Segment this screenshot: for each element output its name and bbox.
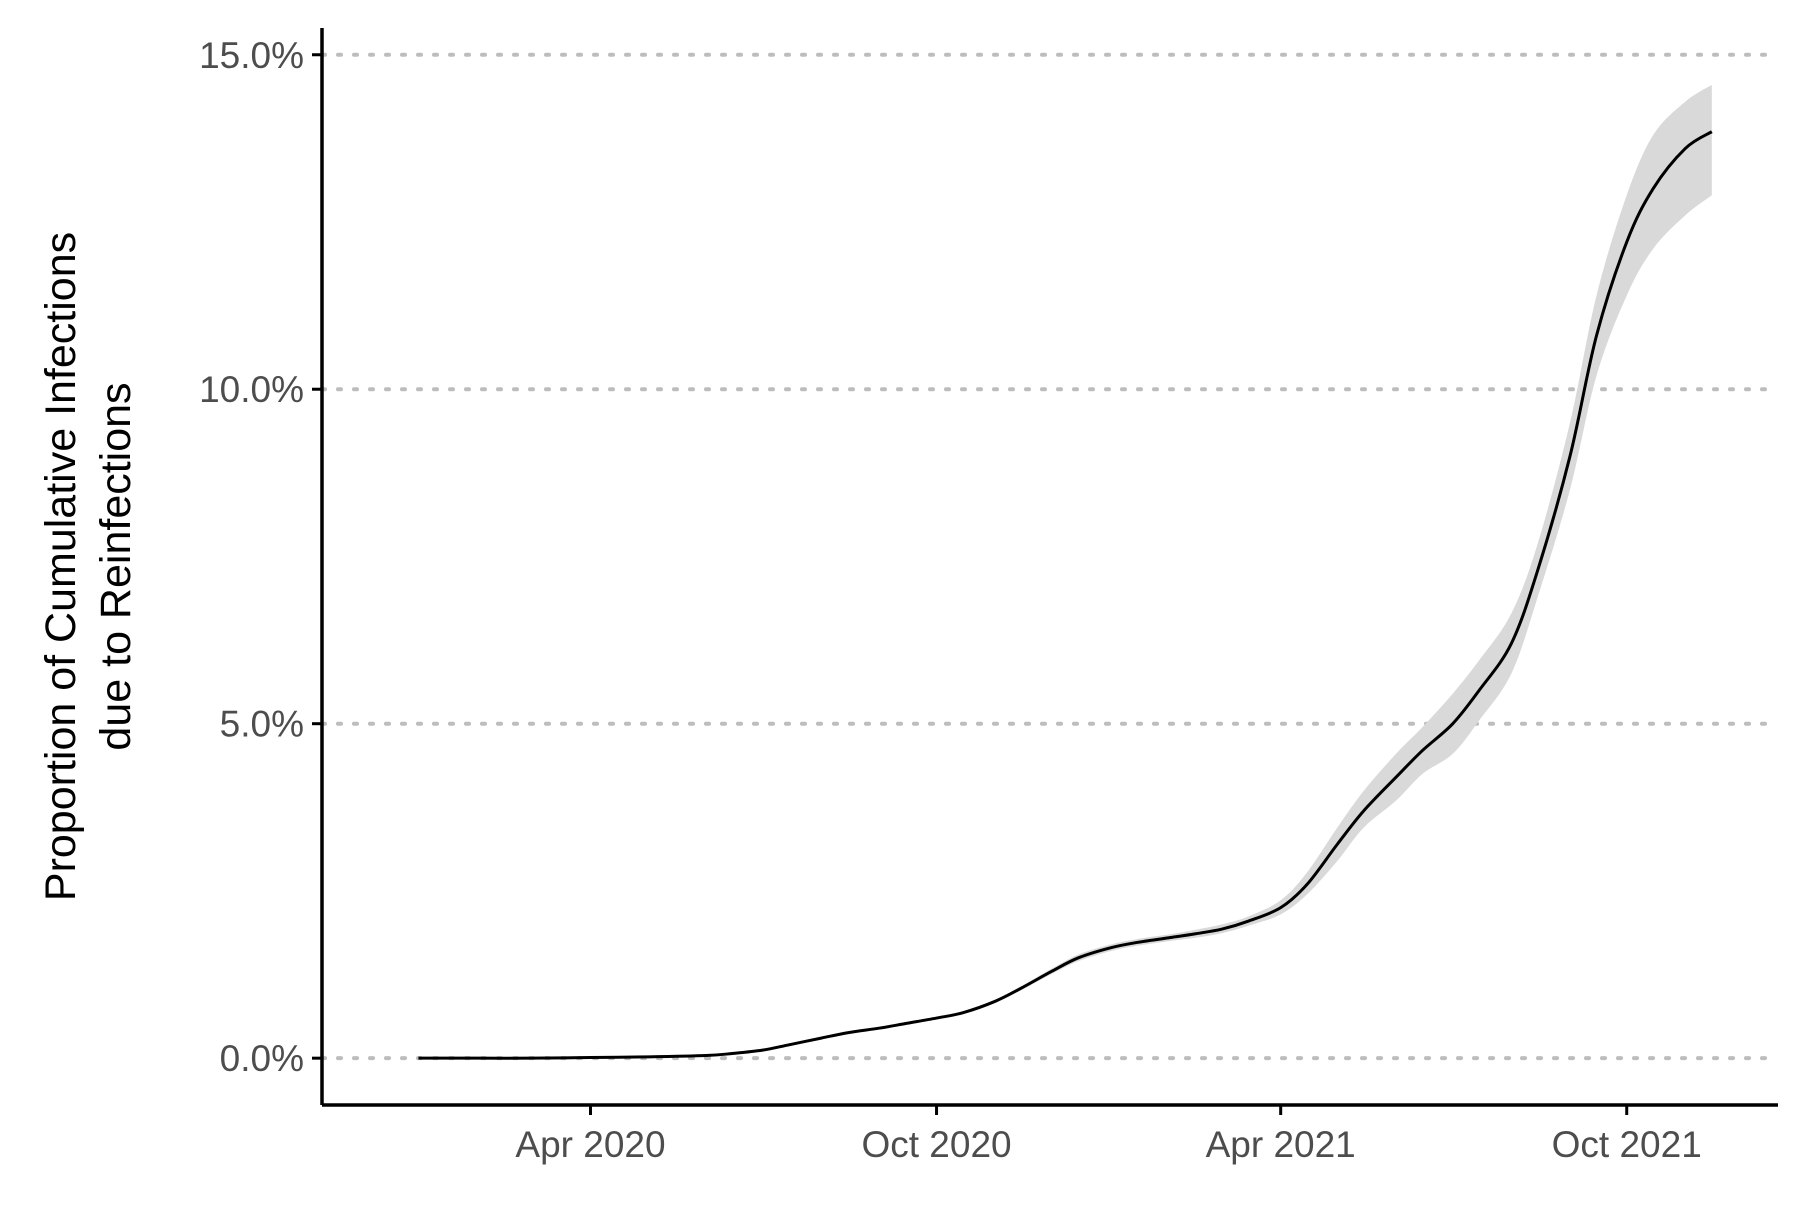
- y-axis-title-line-1: Proportion of Cumulative Infections: [37, 232, 85, 901]
- y-tick-label: 5.0%: [220, 704, 304, 745]
- x-tick-label: Apr 2020: [515, 1124, 665, 1165]
- x-tick-label: Oct 2021: [1552, 1124, 1702, 1165]
- series-line-group: [418, 130, 1713, 1060]
- confidence-band-group: [418, 84, 1712, 1059]
- confidence-band: [418, 84, 1712, 1059]
- x-tick-label: Oct 2020: [861, 1124, 1011, 1165]
- x-tick-label: Apr 2021: [1206, 1124, 1356, 1165]
- y-axis-title-line-2: due to Reinfections: [92, 382, 140, 750]
- y-tick-label: 0.0%: [220, 1038, 304, 1079]
- y-tick-label: 10.0%: [199, 369, 304, 410]
- tick-labels: 0.0% 5.0% 10.0% 15.0% Apr 2020 Oct 2020 Apr 20…: [199, 35, 1702, 1165]
- axes: [312, 28, 1778, 1115]
- gridlines: [320, 52, 1780, 1061]
- series-line: [418, 130, 1713, 1060]
- y-tick-label: 15.0%: [199, 35, 304, 76]
- axis-titles: Proportion of Cumulative Infections due …: [37, 232, 140, 901]
